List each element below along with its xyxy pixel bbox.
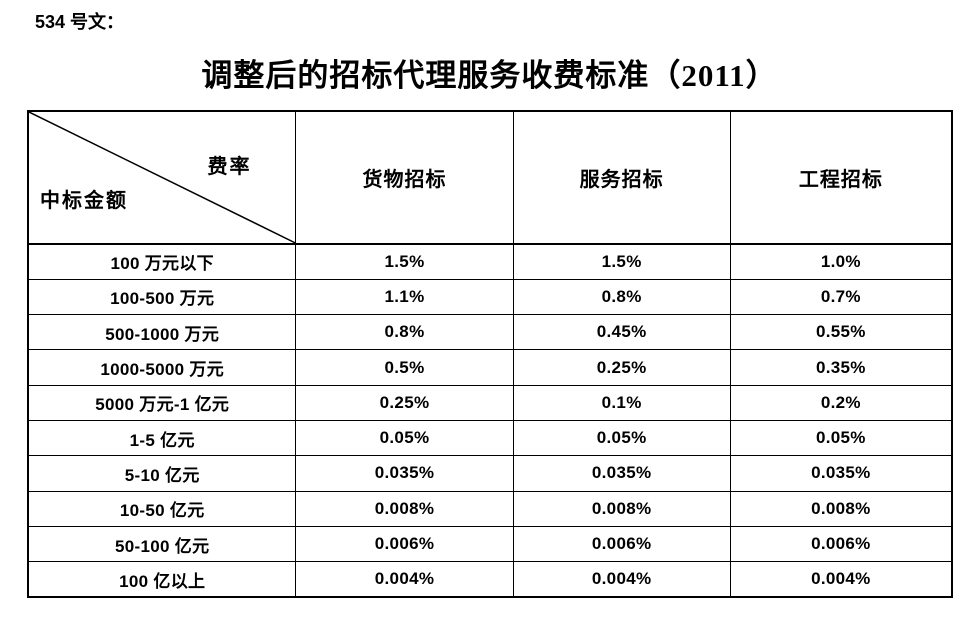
- rate-cell: 0.006%: [295, 525, 514, 563]
- rate-cell: 0.25%: [295, 384, 514, 421]
- rate-cell: 0.006%: [512, 525, 731, 563]
- amount-cell: 10-50 亿元: [27, 490, 297, 527]
- rate-cell: 0.008%: [295, 490, 514, 527]
- table-row: 1000-5000 万元 0.5% 0.25% 0.35%: [27, 349, 953, 386]
- table-row: 100 万元以下 1.5% 1.5% 1.0%: [27, 243, 953, 280]
- rate-cell: 0.05%: [512, 419, 731, 457]
- rate-cell: 0.035%: [512, 455, 731, 492]
- rate-cell: 0.35%: [729, 349, 953, 386]
- corner-label-amount: 中标金额: [40, 190, 128, 212]
- amount-cell: 1-5 亿元: [27, 419, 297, 457]
- page-title: 调整后的招标代理服务收费标准（2011）: [201, 58, 778, 93]
- table-row: 100-500 万元 1.1% 0.8% 0.7%: [27, 278, 953, 316]
- rate-cell: 1.0%: [729, 243, 953, 280]
- table-row: 5-10 亿元 0.035% 0.035% 0.035%: [27, 455, 953, 492]
- table-row: 10-50 亿元 0.008% 0.008% 0.008%: [27, 490, 953, 527]
- rate-cell: 0.45%: [512, 314, 731, 351]
- amount-cell: 5-10 亿元: [27, 455, 297, 492]
- rate-cell: 0.05%: [295, 419, 514, 457]
- rate-cell: 0.035%: [729, 455, 953, 492]
- rate-cell: 0.25%: [512, 349, 731, 386]
- rate-cell: 0.035%: [295, 455, 514, 492]
- table-row: 100 亿以上 0.004% 0.004% 0.004%: [27, 561, 953, 598]
- fee-rate-table: 费率 中标金额 货物招标 服务招标 工程招标 100 万元以下 1.5% 1.5…: [27, 110, 953, 598]
- rate-cell: 0.006%: [729, 525, 953, 563]
- rate-cell: 0.2%: [729, 384, 953, 421]
- rate-cell: 0.55%: [729, 314, 953, 351]
- amount-cell: 5000 万元-1 亿元: [27, 384, 297, 421]
- column-header-services: 服务招标: [512, 110, 731, 245]
- rate-cell: 1.1%: [295, 278, 514, 316]
- rate-cell: 0.7%: [729, 278, 953, 316]
- table-row: 50-100 亿元 0.006% 0.006% 0.006%: [27, 525, 953, 563]
- rate-cell: 0.1%: [512, 384, 731, 421]
- table-row: 5000 万元-1 亿元 0.25% 0.1% 0.2%: [27, 384, 953, 421]
- amount-cell: 1000-5000 万元: [27, 349, 297, 386]
- rate-cell: 0.5%: [295, 349, 514, 386]
- diagonal-divider: [29, 112, 295, 243]
- table-row: 500-1000 万元 0.8% 0.45% 0.55%: [27, 314, 953, 351]
- rate-cell: 1.5%: [512, 243, 731, 280]
- rate-cell: 0.004%: [295, 561, 514, 598]
- doc-number: 534 号文：: [35, 12, 125, 32]
- amount-cell: 50-100 亿元: [27, 525, 297, 563]
- column-header-goods: 货物招标: [295, 110, 514, 245]
- column-header-engineering: 工程招标: [729, 110, 953, 245]
- rate-cell: 0.008%: [729, 490, 953, 527]
- rate-cell: 1.5%: [295, 243, 514, 280]
- amount-cell: 500-1000 万元: [27, 314, 297, 351]
- table-row: 1-5 亿元 0.05% 0.05% 0.05%: [27, 419, 953, 457]
- rate-cell: 0.004%: [729, 561, 953, 598]
- amount-cell: 100-500 万元: [27, 278, 297, 316]
- corner-header-cell: 费率 中标金额: [27, 110, 297, 245]
- corner-label-rate: 费率: [207, 156, 252, 178]
- amount-cell: 100 亿以上: [27, 561, 297, 598]
- rate-cell: 0.8%: [512, 278, 731, 316]
- amount-cell: 100 万元以下: [27, 243, 297, 280]
- header-row: 费率 中标金额 货物招标 服务招标 工程招标: [27, 110, 953, 245]
- rate-cell: 0.8%: [295, 314, 514, 351]
- rate-cell: 0.008%: [512, 490, 731, 527]
- rate-cell: 0.004%: [512, 561, 731, 598]
- rate-cell: 0.05%: [729, 419, 953, 457]
